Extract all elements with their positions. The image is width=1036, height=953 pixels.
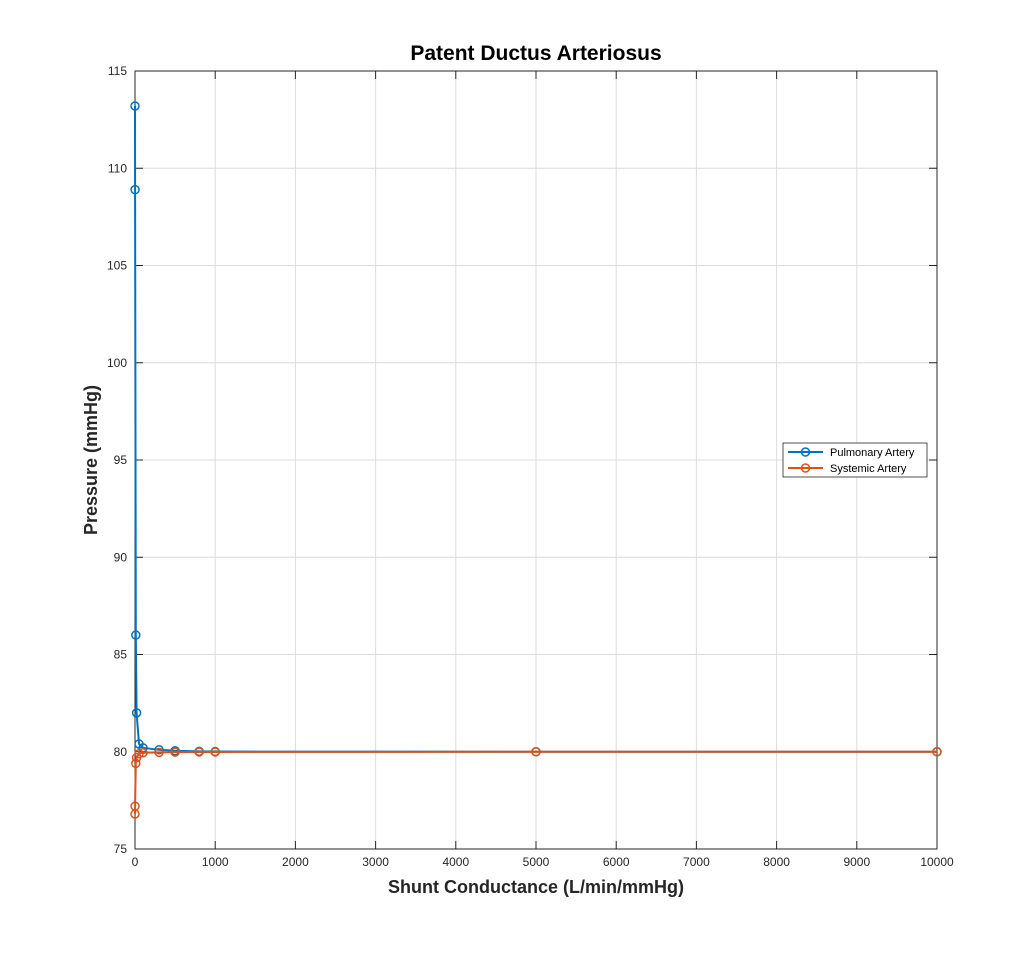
data-point <box>131 630 141 640</box>
y-tick-label: 95 <box>114 453 128 467</box>
x-tick-label: 10000 <box>920 855 954 869</box>
data-point <box>154 747 164 758</box>
x-tick-label: 1000 <box>202 855 229 869</box>
data-series <box>130 101 942 819</box>
y-axis-label: Pressure (mmHg) <box>81 385 101 535</box>
x-tick-label: 4000 <box>442 855 469 869</box>
x-axis-label: Shunt Conductance (L/min/mmHg) <box>388 877 684 897</box>
x-tick-label: 3000 <box>362 855 389 869</box>
data-point <box>932 747 942 757</box>
y-tick-label: 85 <box>114 648 128 662</box>
data-point <box>194 747 204 757</box>
y-tick-label: 90 <box>114 550 128 564</box>
data-point <box>531 747 541 757</box>
series-line <box>134 750 937 814</box>
y-tick-label: 100 <box>107 356 127 370</box>
y-tick-label: 80 <box>114 745 128 759</box>
y-tick-label: 105 <box>107 259 127 273</box>
x-tick-label: 8000 <box>763 855 790 869</box>
y-tick-label: 110 <box>108 161 127 175</box>
data-point <box>210 747 220 757</box>
x-tick-label: 2000 <box>282 855 309 869</box>
x-ticks: 0 1000 2000 3000 4000 5000 6000 7000 8000 9000 100… <box>132 71 954 869</box>
legend-entry-systemic: Systemic Artery <box>788 463 907 475</box>
data-point <box>134 748 144 759</box>
data-point <box>130 801 140 811</box>
data-point <box>138 747 148 758</box>
data-point <box>170 747 180 757</box>
legend-entry-pulmonary: Pulmonary Artery <box>788 447 915 459</box>
x-tick-label: 0 <box>132 855 139 869</box>
data-point <box>130 101 140 111</box>
legend-marker-pulmonary <box>800 447 811 457</box>
chart-title: Patent Ductus Arteriosus <box>410 42 661 65</box>
x-tick-label: 6000 <box>603 855 630 869</box>
y-tick-label: 115 <box>108 64 127 78</box>
x-tick-label: 5000 <box>523 855 550 869</box>
x-tick-label: 9000 <box>843 855 870 869</box>
data-point <box>130 184 140 195</box>
series-1 <box>130 747 942 819</box>
legend-marker-systemic <box>800 463 811 473</box>
data-point <box>131 708 142 718</box>
y-tick-label: 75 <box>114 842 128 856</box>
legend-label-systemic: Systemic Artery <box>830 463 907 475</box>
legend: Pulmonary Artery Systemic Artery <box>782 442 928 478</box>
y-ticks: 75 80 85 90 95 100 105 110 115 <box>107 64 937 856</box>
legend-label-pulmonary: Pulmonary Artery <box>830 447 915 459</box>
x-tick-label: 7000 <box>683 855 710 869</box>
data-point <box>131 758 141 769</box>
